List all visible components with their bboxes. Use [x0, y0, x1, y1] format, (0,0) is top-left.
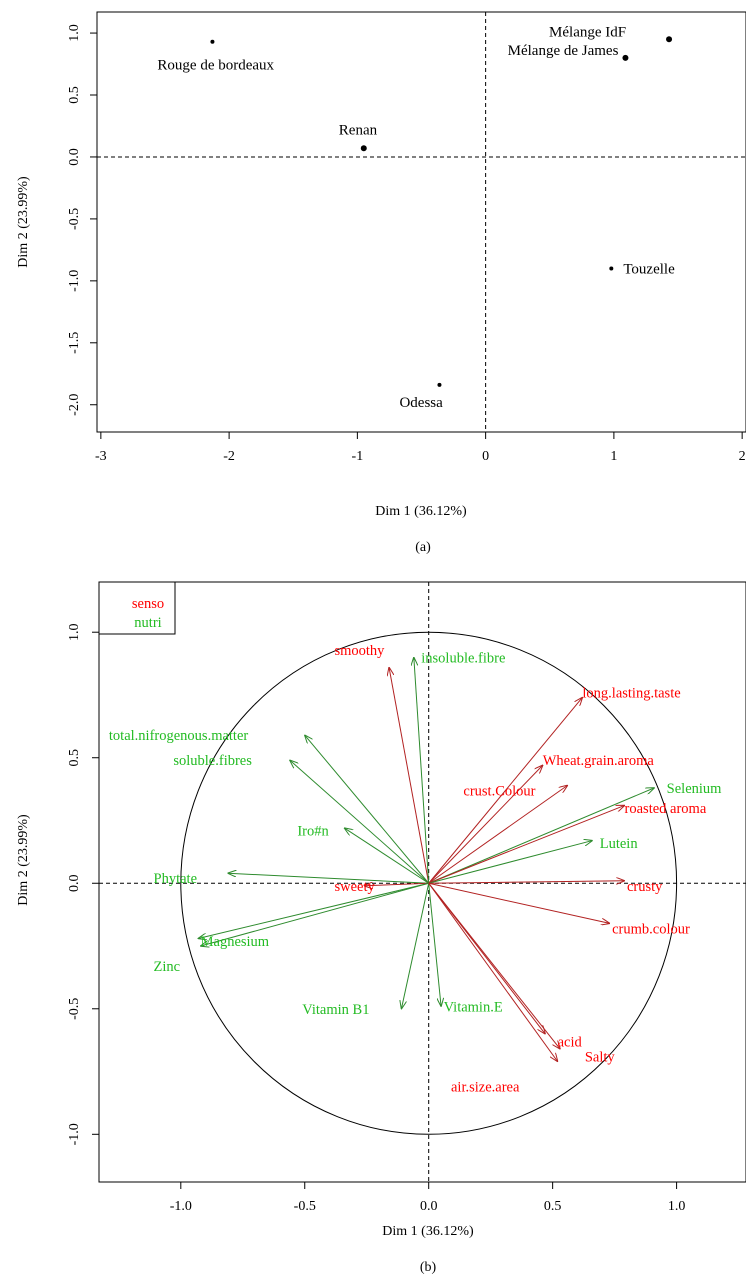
x-tick-label: -2 [223, 449, 235, 464]
variable-label: total.nifrogenous.matter [109, 728, 248, 744]
correlation-circle [180, 631, 678, 1135]
variable-arrow [428, 765, 543, 884]
variable-arrow [428, 883, 441, 1006]
variable-label: soluble.fibres [173, 753, 252, 769]
individual-point [210, 39, 215, 44]
y-tick-label: 0.5 [67, 86, 82, 104]
variable-arrow [428, 882, 558, 1061]
variable-arrow [428, 785, 568, 884]
individual-point [437, 382, 442, 387]
variable-arrow [428, 841, 593, 884]
variable-arrow [414, 657, 430, 884]
variable-arrow [428, 805, 625, 884]
y-tick-label: 0.5 [67, 749, 82, 767]
x-axis-label: Dim 1 (36.12%) [375, 504, 467, 519]
individual-label: Mélange IdF [549, 24, 626, 40]
y-tick-label: -0.5 [67, 208, 82, 230]
plot-frame [96, 11, 746, 433]
individual-label: Touzelle [623, 261, 675, 277]
variable-label: Zinc [154, 959, 181, 975]
x-tick-label: -3 [95, 449, 107, 464]
x-tick-label: 0 [482, 449, 489, 464]
y-tick-label: 1.0 [67, 623, 82, 641]
y-axis-label: Dim 2 (23.99%) [16, 176, 31, 268]
variable-label: Iro#n [297, 824, 329, 840]
variable-label: crust.Colour [463, 783, 535, 799]
variable-label: Salty [585, 1049, 616, 1065]
variable-arrow [305, 735, 430, 884]
x-tick-label: 2 [739, 449, 746, 464]
x-tick-label: -0.5 [294, 1199, 316, 1214]
y-tick-label: 0.0 [67, 875, 82, 893]
x-axis-label: Dim 1 (36.12%) [382, 1224, 474, 1239]
y-tick-label: 0.0 [67, 148, 82, 166]
individuals-plot: Rouge de bordeaux Mélange IdF Mélange de J… [16, 11, 746, 555]
individual-label: Rouge de bordeaux [157, 58, 274, 74]
variable-label: Selenium [667, 781, 722, 797]
variable-label: long.lasting.taste [582, 685, 680, 701]
figure-caption-a: (a) [415, 540, 431, 555]
y-tick-label: -1.0 [67, 1123, 82, 1145]
variable-label: crusty [627, 879, 663, 895]
variable-arrow [428, 882, 610, 923]
variable-label: acid [558, 1034, 583, 1050]
variable-label: crumb.colour [612, 921, 690, 937]
legend: senso nutri [98, 581, 176, 635]
variables-plot: smoothy insoluble.fibre long.lasting.taste… [16, 581, 746, 1275]
variable-arrow [428, 881, 625, 884]
y-tick-label: -0.5 [67, 998, 82, 1020]
x-tick-label: 1 [610, 449, 617, 464]
individual-point [666, 36, 673, 43]
variable-label: Magnesium [201, 934, 270, 950]
individual-label: Renan [339, 122, 378, 138]
variable-label: Phytate [154, 871, 198, 887]
variable-label: air.size.area [451, 1080, 520, 1096]
legend-box [98, 581, 176, 635]
y-tick-label: -2.0 [67, 394, 82, 416]
x-tick-label: -1 [352, 449, 364, 464]
legend-entry-senso: senso [132, 596, 164, 612]
x-tick-label: 0.0 [420, 1199, 438, 1214]
y-tick-label: -1.5 [67, 332, 82, 354]
variable-arrow [428, 882, 560, 1049]
figure-caption-b: (b) [420, 1260, 437, 1275]
variable-arrow [364, 883, 429, 886]
variable-label: smoothy [334, 643, 385, 659]
variable-arrow [428, 788, 655, 884]
variable-label: Wheat.grain.aroma [543, 753, 655, 769]
x-tick-label: -1.0 [170, 1199, 192, 1214]
variable-arrow [228, 873, 429, 884]
variable-label: Vitamin B1 [302, 1002, 369, 1018]
individual-label: Mélange de James [508, 43, 619, 59]
variable-label: sweety [334, 879, 375, 895]
variable-arrow [198, 882, 429, 938]
variable-label: Lutein [600, 836, 639, 852]
y-axis-label: Dim 2 (23.99%) [16, 814, 31, 906]
variable-arrow [344, 828, 429, 884]
variable-label: insoluble.fibre [421, 650, 505, 666]
individual-point [360, 145, 367, 152]
x-tick-label: 0.5 [544, 1199, 562, 1214]
variable-arrow [428, 697, 583, 884]
legend-entry-nutri: nutri [134, 615, 161, 631]
variable-arrow [389, 667, 430, 884]
variable-label: Vitamin.E [444, 999, 503, 1015]
x-tick-label: 1.0 [668, 1199, 686, 1214]
individual-point [622, 54, 629, 61]
variable-arrow [401, 883, 430, 1009]
variable-arrow [201, 882, 429, 946]
individual-point [609, 266, 614, 271]
variable-label: roasted aroma [625, 801, 707, 817]
variable-arrow [290, 760, 430, 884]
y-tick-label: 1.0 [67, 24, 82, 42]
y-tick-label: -1.0 [67, 270, 82, 292]
individual-label: Odessa [399, 395, 443, 411]
